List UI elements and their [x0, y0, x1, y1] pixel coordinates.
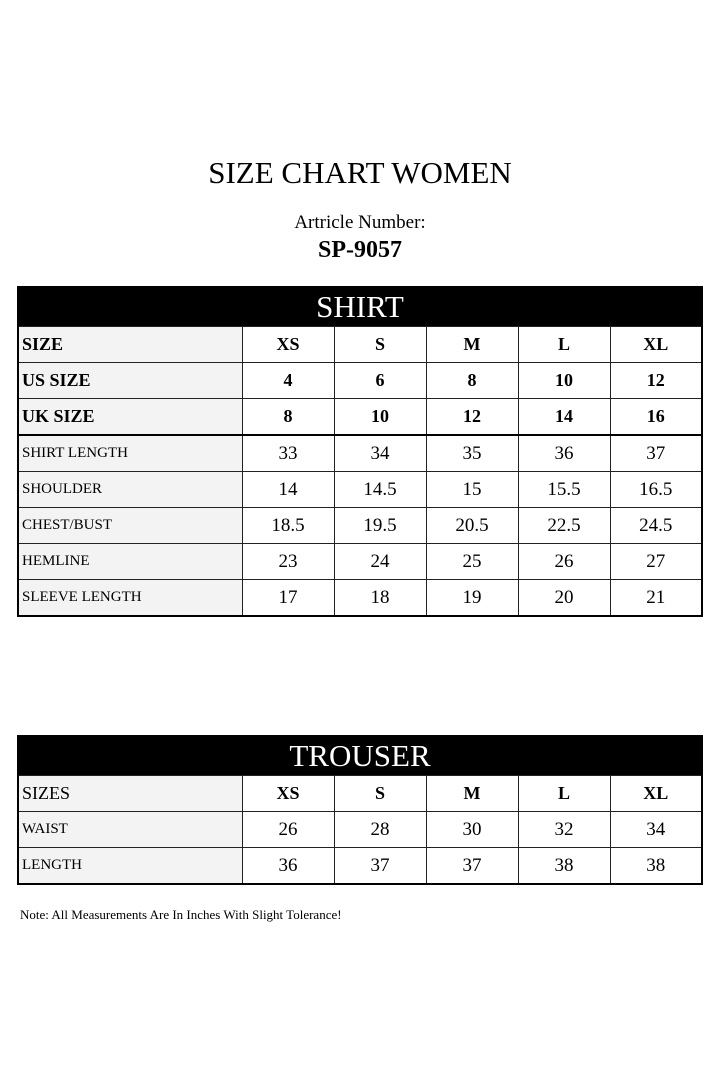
size-value-cell: 33 [241, 434, 335, 472]
trouser-row: LENGTH 36 37 37 38 38 [17, 847, 703, 885]
row-label: SIZE [17, 326, 243, 363]
size-value-cell: 14 [517, 398, 611, 436]
size-value-cell: 36 [241, 847, 335, 885]
size-value-cell: 27 [609, 543, 703, 580]
size-value-cell: XS [241, 326, 335, 363]
shirt-row: UK SIZE 8 10 12 14 16 [17, 398, 703, 436]
size-value-cell: 28 [333, 811, 427, 848]
row-label: CHEST/BUST [17, 507, 243, 544]
size-value-cell: 19 [425, 579, 519, 617]
size-value-cell: 20.5 [425, 507, 519, 544]
size-value-cell: 24 [333, 543, 427, 580]
size-value-cell: L [517, 326, 611, 363]
size-value-cell: 6 [333, 362, 427, 399]
size-value-cell: 37 [609, 434, 703, 472]
size-value-cell: S [333, 775, 427, 812]
shirt-row: SIZE XS S M L XL [17, 326, 703, 363]
measurement-note: Note: All Measurements Are In Inches Wit… [20, 907, 342, 922]
size-value-cell: 4 [241, 362, 335, 399]
size-value-cell: 37 [333, 847, 427, 885]
size-value-cell: 14.5 [333, 471, 427, 508]
size-value-cell: 35 [425, 434, 519, 472]
shirt-size-table: SHIRT SIZE XS S M L XL US SIZE 4 6 8 10 12 UK SIZE 8 1… [17, 286, 703, 617]
size-value-cell: 12 [609, 362, 703, 399]
size-value-cell: 20 [517, 579, 611, 617]
size-value-cell: XL [609, 775, 703, 812]
size-value-cell: 30 [425, 811, 519, 848]
row-label: LENGTH [17, 847, 243, 885]
size-value-cell: XL [609, 326, 703, 363]
article-number-label: Artricle Number: [294, 212, 426, 233]
size-value-cell: 18 [333, 579, 427, 617]
shirt-row: US SIZE 4 6 8 10 12 [17, 362, 703, 399]
size-value-cell: 32 [517, 811, 611, 848]
size-value-cell: 16 [609, 398, 703, 436]
size-value-cell: 22.5 [517, 507, 611, 544]
size-value-cell: 21 [609, 579, 703, 617]
size-value-cell: 25 [425, 543, 519, 580]
article-number: SP-9057 [318, 237, 402, 263]
row-label: SHIRT LENGTH [17, 434, 243, 472]
shirt-row: HEMLINE 23 24 25 26 27 [17, 543, 703, 580]
size-value-cell: 14 [241, 471, 335, 508]
row-label: US SIZE [17, 362, 243, 399]
trouser-heading: TROUSER [18, 736, 702, 776]
shirt-row: SHIRT LENGTH 33 34 35 36 37 [17, 434, 703, 472]
trouser-row: SIZES XS S M L XL [17, 775, 703, 812]
shirt-row: SLEEVE LENGTH 17 18 19 20 21 [17, 579, 703, 617]
size-value-cell: 24.5 [609, 507, 703, 544]
size-value-cell: 12 [425, 398, 519, 436]
shirt-row: CHEST/BUST 18.5 19.5 20.5 22.5 24.5 [17, 507, 703, 544]
size-value-cell: 10 [333, 398, 427, 436]
size-value-cell: 38 [609, 847, 703, 885]
size-value-cell: 38 [517, 847, 611, 885]
row-label: HEMLINE [17, 543, 243, 580]
size-value-cell: 10 [517, 362, 611, 399]
size-value-cell: 15.5 [517, 471, 611, 508]
row-label: SIZES [17, 775, 243, 812]
shirt-row: SHOULDER 14 14.5 15 15.5 16.5 [17, 471, 703, 508]
size-value-cell: 26 [241, 811, 335, 848]
size-value-cell: 23 [241, 543, 335, 580]
size-value-cell: 34 [333, 434, 427, 472]
size-value-cell: 36 [517, 434, 611, 472]
shirt-heading: SHIRT [18, 287, 702, 327]
row-label: SLEEVE LENGTH [17, 579, 243, 617]
row-label: WAIST [17, 811, 243, 848]
size-value-cell: 17 [241, 579, 335, 617]
size-value-cell: 15 [425, 471, 519, 508]
trouser-row: WAIST 26 28 30 32 34 [17, 811, 703, 848]
size-value-cell: 18.5 [241, 507, 335, 544]
size-value-cell: 26 [517, 543, 611, 580]
size-value-cell: XS [241, 775, 335, 812]
size-value-cell: 34 [609, 811, 703, 848]
size-value-cell: M [425, 775, 519, 812]
row-label: SHOULDER [17, 471, 243, 508]
size-value-cell: 19.5 [333, 507, 427, 544]
trouser-size-table: TROUSER SIZES XS S M L XL WAIST 26 28 30 32 34 LENGT… [17, 735, 703, 885]
row-label: UK SIZE [17, 398, 243, 436]
size-value-cell: M [425, 326, 519, 363]
size-value-cell: 16.5 [609, 471, 703, 508]
page-title: SIZE CHART WOMEN [208, 155, 512, 190]
size-value-cell: 8 [425, 362, 519, 399]
size-value-cell: L [517, 775, 611, 812]
size-value-cell: 8 [241, 398, 335, 436]
size-value-cell: 37 [425, 847, 519, 885]
size-value-cell: S [333, 326, 427, 363]
